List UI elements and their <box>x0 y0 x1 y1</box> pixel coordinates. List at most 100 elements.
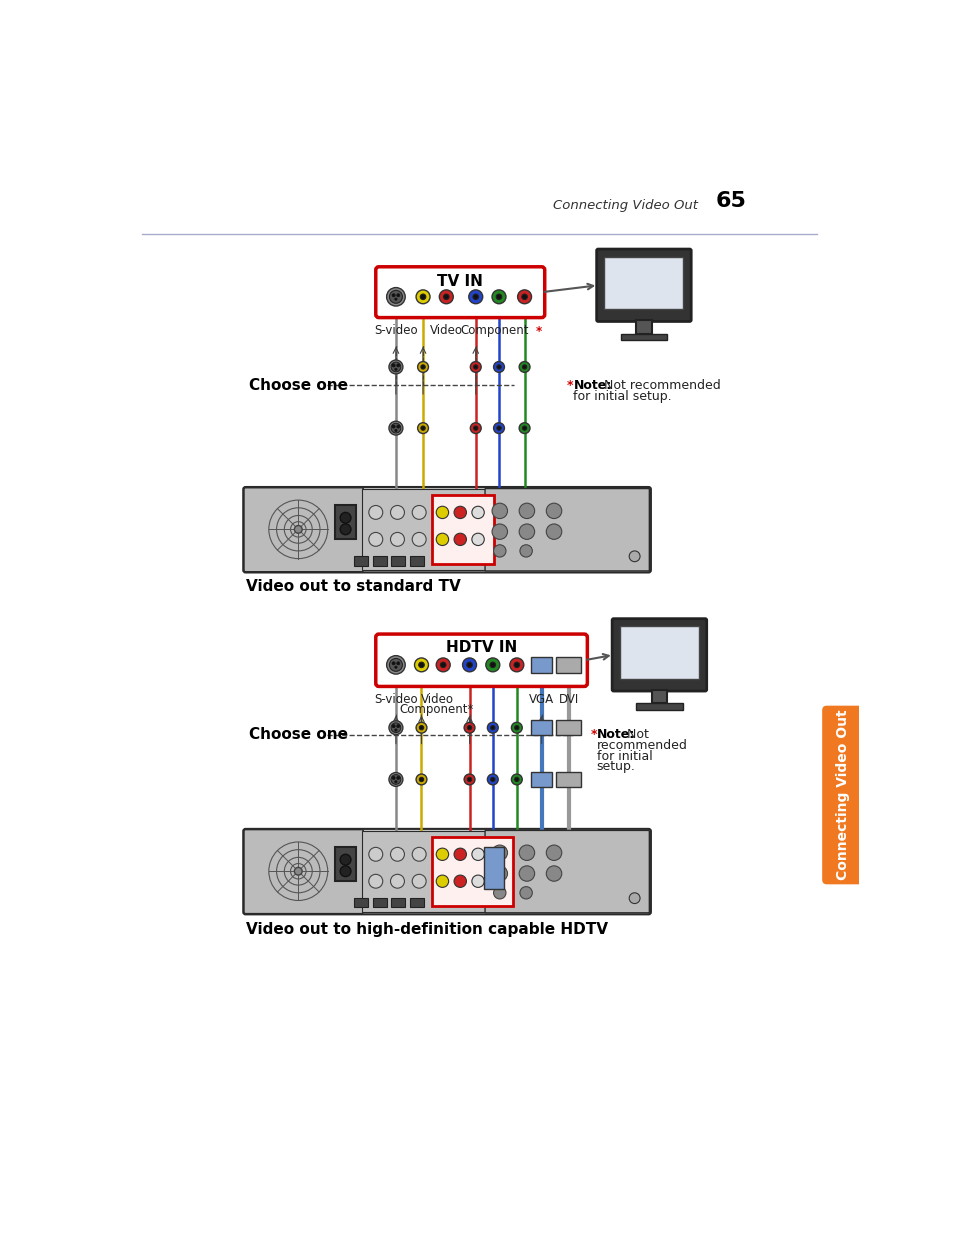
Bar <box>556 657 580 673</box>
Bar <box>373 556 386 566</box>
Circle shape <box>419 777 423 782</box>
Circle shape <box>522 426 526 430</box>
Circle shape <box>396 725 399 727</box>
Text: Video: Video <box>430 324 462 337</box>
Circle shape <box>493 362 504 372</box>
Circle shape <box>496 294 501 300</box>
Bar <box>619 626 699 679</box>
Text: recommended: recommended <box>596 739 687 752</box>
Circle shape <box>511 774 521 784</box>
Circle shape <box>412 532 426 546</box>
Circle shape <box>514 777 518 782</box>
Text: Not: Not <box>622 727 648 741</box>
Circle shape <box>546 845 561 861</box>
Circle shape <box>396 662 399 664</box>
Circle shape <box>340 524 351 535</box>
Circle shape <box>389 290 402 304</box>
Circle shape <box>492 524 507 540</box>
Circle shape <box>522 364 526 369</box>
Circle shape <box>518 503 534 519</box>
Bar <box>556 772 580 787</box>
Circle shape <box>472 534 484 546</box>
Circle shape <box>417 362 428 372</box>
Bar <box>530 772 552 787</box>
Circle shape <box>420 426 425 430</box>
Circle shape <box>386 288 405 306</box>
Circle shape <box>392 777 395 779</box>
Circle shape <box>493 422 504 433</box>
FancyBboxPatch shape <box>244 488 363 572</box>
Circle shape <box>434 874 447 888</box>
Circle shape <box>493 545 505 557</box>
Text: HDTV IN: HDTV IN <box>445 640 517 656</box>
Bar <box>556 720 580 735</box>
Bar <box>636 704 682 710</box>
Circle shape <box>389 658 402 672</box>
Text: S-video: S-video <box>374 324 417 337</box>
Bar <box>410 898 423 908</box>
Circle shape <box>454 534 466 546</box>
Circle shape <box>518 524 534 540</box>
Circle shape <box>436 534 448 546</box>
Circle shape <box>466 662 472 668</box>
Circle shape <box>514 725 518 730</box>
Circle shape <box>390 847 404 861</box>
Circle shape <box>492 503 507 519</box>
Circle shape <box>464 722 475 734</box>
Circle shape <box>389 721 402 735</box>
Text: Video out to standard TV: Video out to standard TV <box>245 579 460 594</box>
Circle shape <box>519 545 532 557</box>
Circle shape <box>473 426 477 430</box>
Circle shape <box>436 848 448 861</box>
Circle shape <box>389 421 402 435</box>
Circle shape <box>340 866 351 877</box>
Circle shape <box>420 294 425 300</box>
FancyBboxPatch shape <box>244 830 363 914</box>
Circle shape <box>390 532 404 546</box>
Text: TV IN: TV IN <box>436 274 482 289</box>
Circle shape <box>440 662 445 668</box>
Bar <box>636 320 651 333</box>
Circle shape <box>472 506 484 519</box>
Circle shape <box>497 364 500 369</box>
Circle shape <box>340 855 351 864</box>
Circle shape <box>464 774 475 784</box>
Bar <box>530 657 552 673</box>
Circle shape <box>629 551 639 562</box>
Circle shape <box>470 362 480 372</box>
Circle shape <box>389 773 402 787</box>
Circle shape <box>467 777 471 782</box>
Circle shape <box>439 290 453 304</box>
Text: Note:: Note: <box>573 379 611 393</box>
Bar <box>530 720 552 735</box>
Circle shape <box>412 847 426 861</box>
Text: Video out to high-definition capable HDTV: Video out to high-definition capable HDT… <box>245 923 607 937</box>
Circle shape <box>392 364 395 367</box>
Circle shape <box>396 364 399 367</box>
Circle shape <box>514 662 519 668</box>
Text: Component: Component <box>460 324 529 337</box>
Bar <box>431 495 493 564</box>
Circle shape <box>629 893 639 904</box>
Circle shape <box>518 845 534 861</box>
Circle shape <box>454 506 466 519</box>
FancyBboxPatch shape <box>375 267 544 317</box>
Circle shape <box>490 777 495 782</box>
Circle shape <box>369 505 382 520</box>
Circle shape <box>434 532 447 546</box>
Circle shape <box>396 294 399 296</box>
FancyBboxPatch shape <box>243 829 650 914</box>
FancyBboxPatch shape <box>243 487 650 573</box>
Circle shape <box>416 722 427 734</box>
Bar <box>361 831 485 911</box>
Bar <box>431 837 513 906</box>
Circle shape <box>395 368 396 370</box>
Circle shape <box>420 364 425 369</box>
Text: for initial: for initial <box>596 750 652 762</box>
Text: *: * <box>590 727 597 741</box>
Circle shape <box>492 290 505 304</box>
Circle shape <box>391 424 400 433</box>
Circle shape <box>369 874 382 888</box>
Circle shape <box>391 362 400 372</box>
Circle shape <box>294 867 302 876</box>
